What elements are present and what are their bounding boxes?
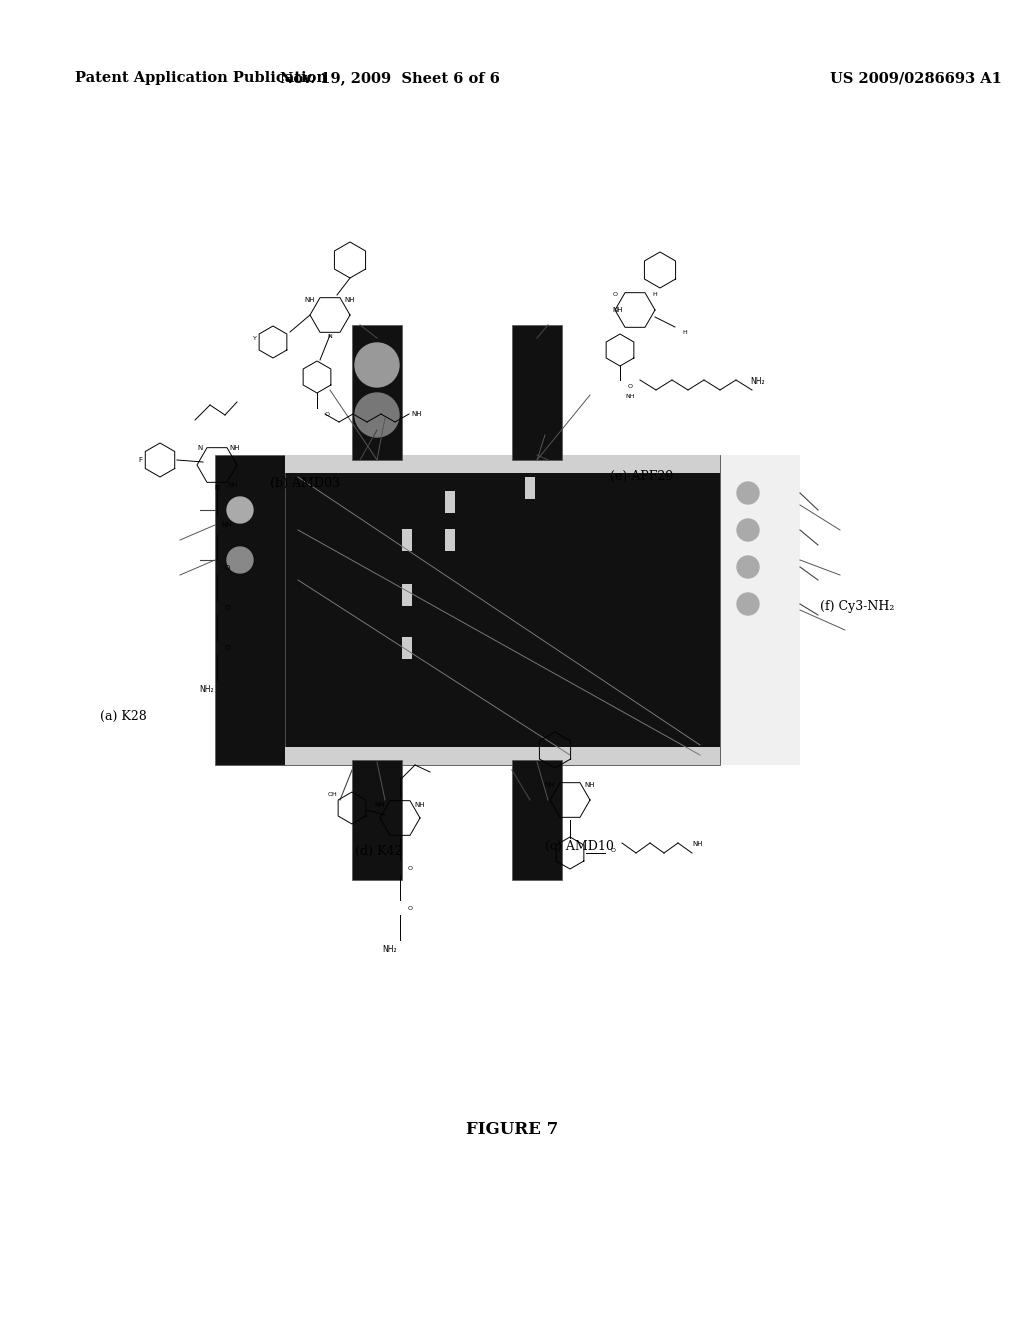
Text: OH: OH xyxy=(327,792,337,797)
Bar xyxy=(525,477,535,499)
Text: NH: NH xyxy=(375,803,385,808)
Text: NH: NH xyxy=(229,445,241,451)
Text: NH₂: NH₂ xyxy=(200,685,214,694)
Text: N: N xyxy=(214,484,219,491)
Text: O: O xyxy=(612,293,617,297)
Bar xyxy=(352,760,402,880)
Circle shape xyxy=(737,482,759,504)
Bar xyxy=(402,583,412,606)
Text: FIGURE 7: FIGURE 7 xyxy=(466,1122,558,1138)
Bar xyxy=(402,529,412,550)
Text: US 2009/0286693 A1: US 2009/0286693 A1 xyxy=(830,71,1001,84)
Text: O: O xyxy=(408,906,413,911)
Text: NH: NH xyxy=(227,482,239,488)
Circle shape xyxy=(227,498,253,523)
Text: (b) AMD03: (b) AMD03 xyxy=(270,477,340,490)
Bar xyxy=(215,455,285,766)
Text: NH: NH xyxy=(626,395,635,400)
Circle shape xyxy=(227,546,253,573)
Circle shape xyxy=(737,519,759,541)
Text: NH: NH xyxy=(612,308,624,313)
Circle shape xyxy=(355,343,399,387)
Text: H: H xyxy=(683,330,687,335)
Text: NH: NH xyxy=(415,803,425,808)
Text: F: F xyxy=(138,457,142,463)
Text: NH: NH xyxy=(345,297,355,304)
Text: Patent Application Publication: Patent Application Publication xyxy=(75,71,327,84)
Text: (a) K28: (a) K28 xyxy=(100,710,146,723)
Text: O: O xyxy=(628,384,633,389)
Bar xyxy=(445,491,455,513)
Circle shape xyxy=(737,593,759,615)
Bar xyxy=(720,455,800,766)
Bar xyxy=(512,760,562,880)
Bar xyxy=(445,529,455,550)
Text: NH: NH xyxy=(305,297,315,304)
Circle shape xyxy=(355,393,399,437)
Bar xyxy=(285,747,720,766)
Text: O: O xyxy=(224,605,229,611)
Text: N: N xyxy=(328,334,333,339)
Text: NH: NH xyxy=(693,841,703,847)
Bar xyxy=(285,455,720,766)
Text: (f) Cy3-NH₂: (f) Cy3-NH₂ xyxy=(820,601,894,612)
Text: (c) AMD10: (c) AMD10 xyxy=(545,840,613,853)
Bar xyxy=(285,455,720,473)
Text: O: O xyxy=(224,565,229,572)
Text: NH: NH xyxy=(412,411,422,417)
Text: O: O xyxy=(224,645,229,651)
Text: O: O xyxy=(325,412,330,417)
Text: NH₂: NH₂ xyxy=(751,376,765,385)
Text: NH₂: NH₂ xyxy=(383,945,397,954)
Text: Y: Y xyxy=(253,335,257,341)
Text: NH: NH xyxy=(545,781,555,788)
Text: O: O xyxy=(610,847,615,853)
Bar xyxy=(402,638,412,659)
Circle shape xyxy=(737,556,759,578)
Text: NH: NH xyxy=(222,521,232,528)
Text: NH: NH xyxy=(585,781,595,788)
Text: O: O xyxy=(408,866,413,870)
Text: N: N xyxy=(198,445,203,451)
Text: H: H xyxy=(652,293,657,297)
Text: (e) APF29: (e) APF29 xyxy=(610,470,673,483)
Bar xyxy=(352,325,402,459)
Text: Nov. 19, 2009  Sheet 6 of 6: Nov. 19, 2009 Sheet 6 of 6 xyxy=(280,71,500,84)
Bar xyxy=(512,325,562,459)
Text: (d) K42: (d) K42 xyxy=(355,845,402,858)
